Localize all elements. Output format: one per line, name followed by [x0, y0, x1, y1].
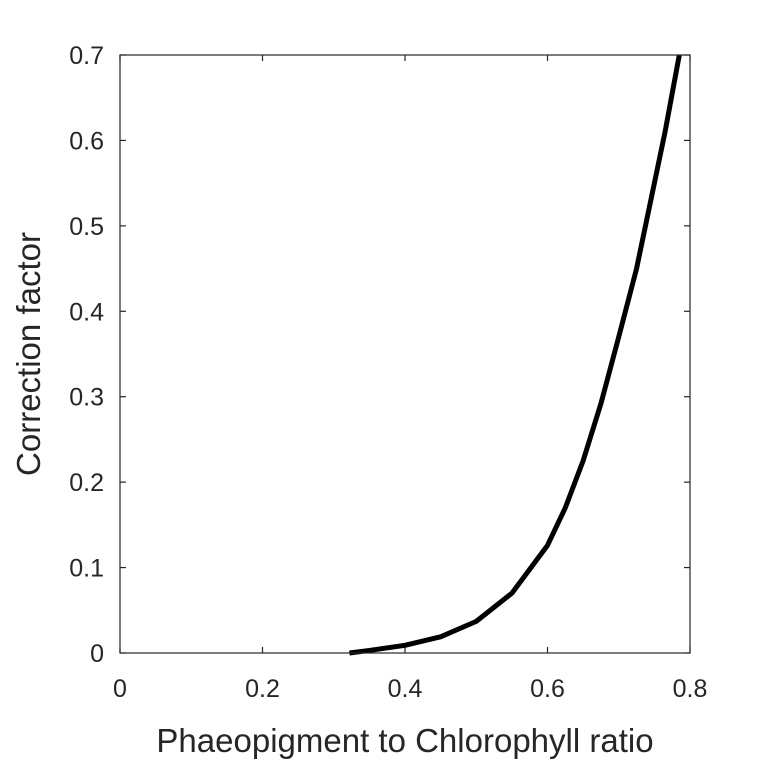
x-tick-label: 0 [113, 675, 127, 703]
y-tick-label: 0.7 [69, 42, 104, 70]
x-tick-labels: 0 0.2 0.4 0.6 0.8 [113, 675, 707, 703]
y-tick-label: 0.2 [69, 469, 104, 497]
y-tick-label: 0 [90, 640, 104, 668]
x-axis-label: Phaeopigment to Chlorophyll ratio [156, 722, 653, 759]
series-layer [349, 54, 682, 656]
y-tick-label: 0.4 [69, 298, 104, 326]
plot-area-box [119, 54, 691, 654]
y-axis-label: Correction factor [10, 232, 47, 476]
y-tick-label: 0.5 [69, 213, 104, 241]
x-tick-label: 0.2 [245, 675, 280, 703]
series-line [349, 54, 682, 656]
axis-ticks [119, 54, 691, 654]
y-tick-label: 0.6 [69, 127, 104, 155]
y-tick-label: 0.1 [69, 555, 104, 583]
y-tick-labels: 0 0.1 0.2 0.3 0.4 0.5 0.6 0.7 [69, 42, 104, 668]
y-tick-label: 0.3 [69, 384, 104, 412]
x-tick-label: 0.6 [530, 675, 565, 703]
x-tick-label: 0.8 [673, 675, 708, 703]
x-tick-label: 0.4 [388, 675, 423, 703]
